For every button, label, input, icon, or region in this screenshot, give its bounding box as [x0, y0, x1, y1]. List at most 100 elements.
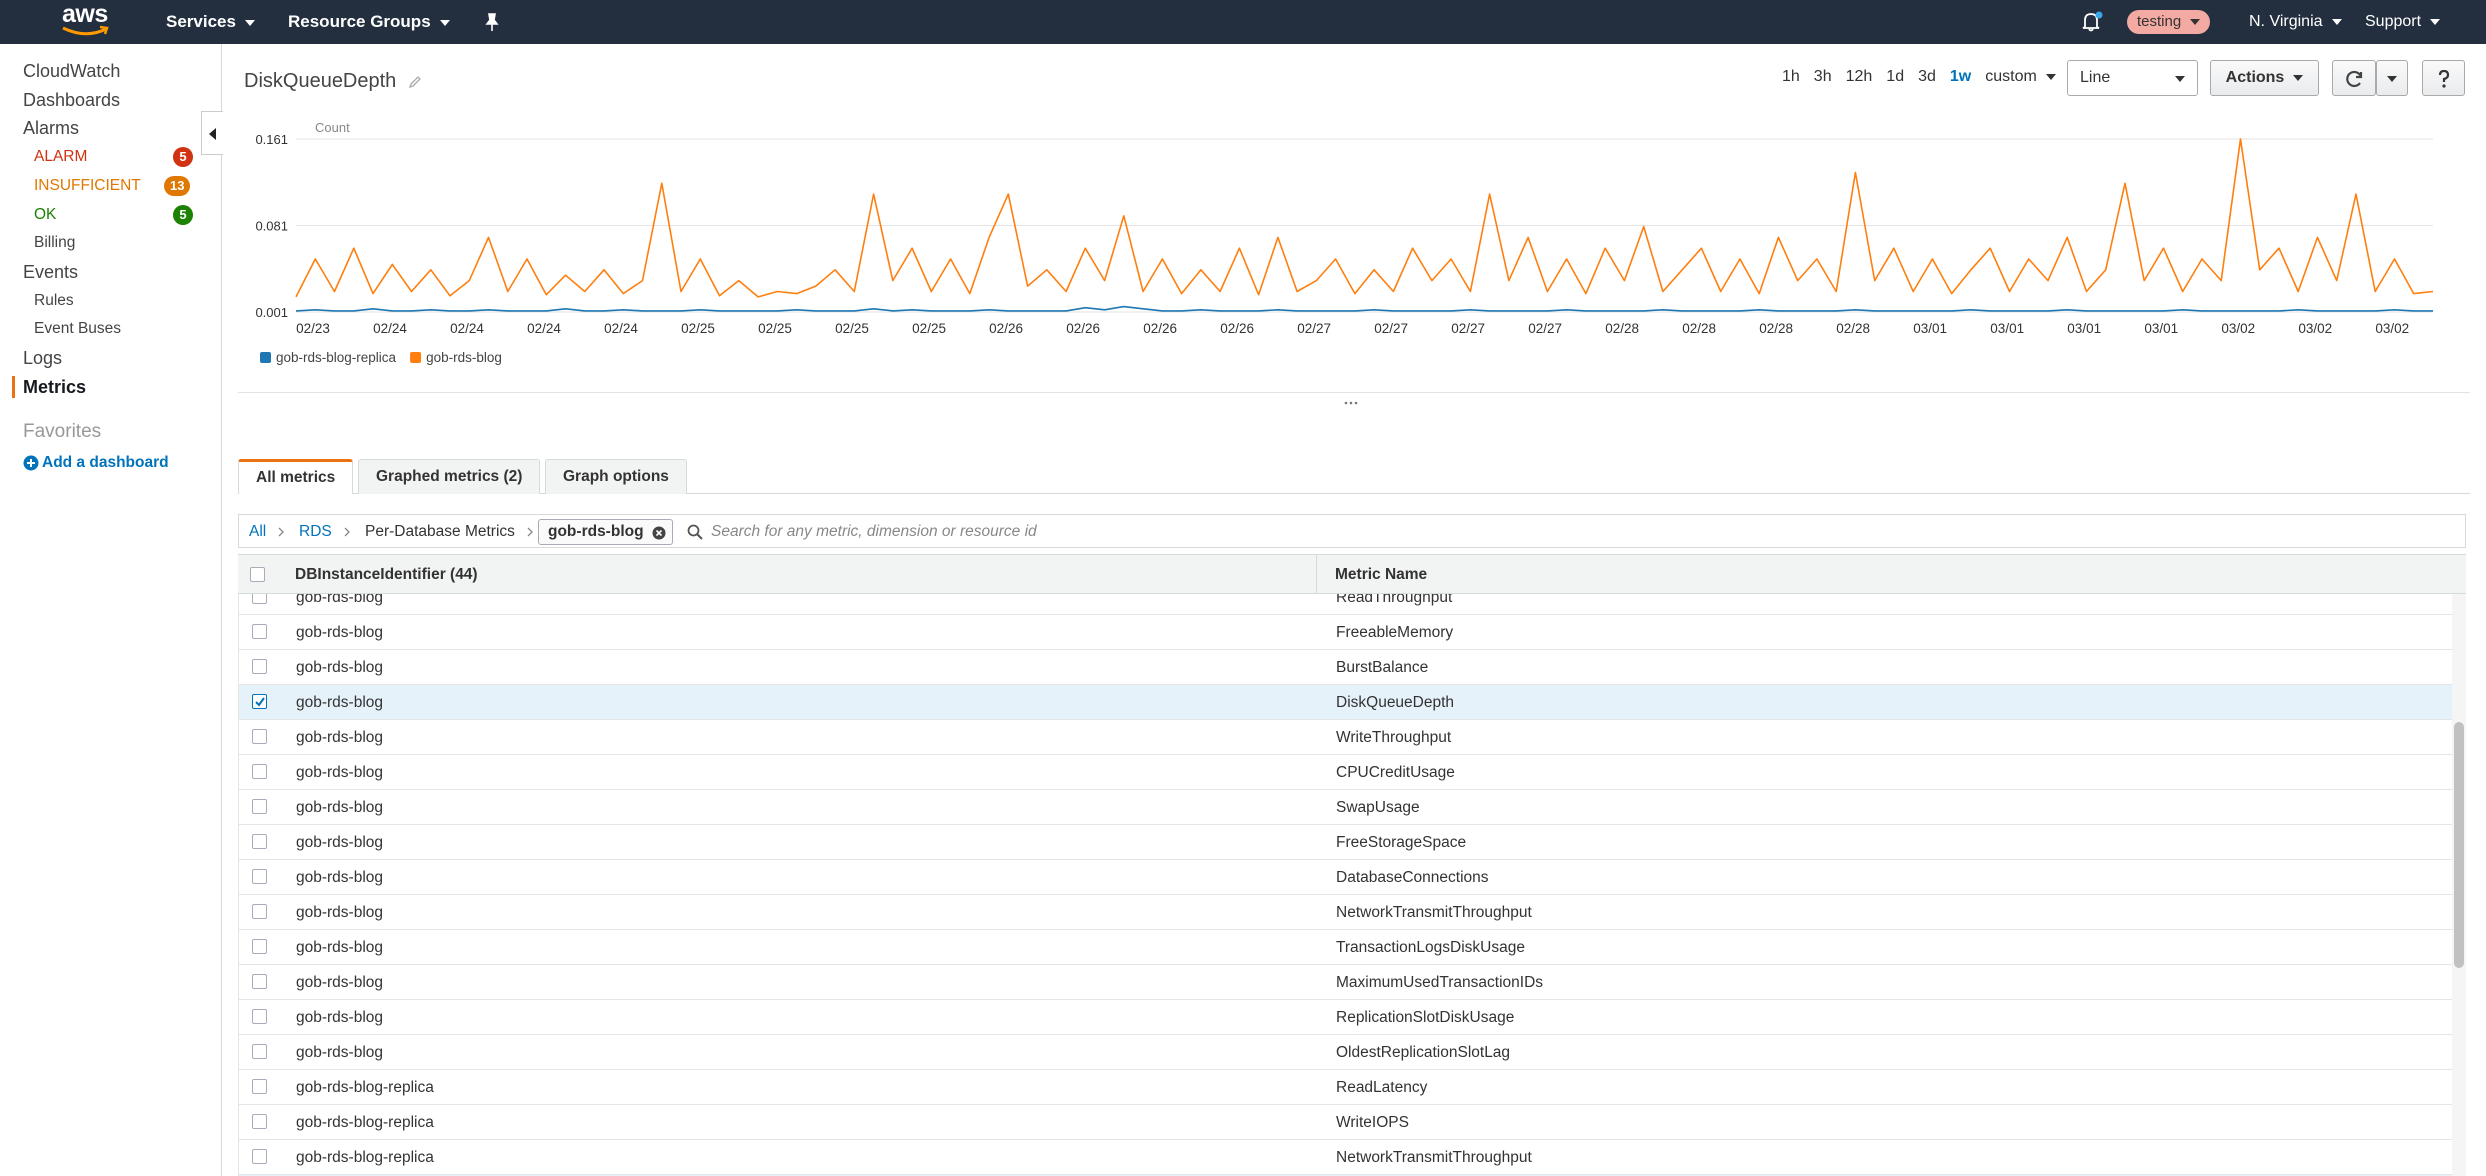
breadcrumb-item[interactable]: RDS	[299, 523, 332, 540]
row-checkbox[interactable]	[252, 869, 267, 884]
x-tick-label: 03/02	[2221, 321, 2255, 336]
row-checkbox[interactable]	[252, 729, 267, 744]
row-checkbox[interactable]	[252, 624, 267, 639]
nav-sublink[interactable]: Event Buses	[34, 320, 122, 338]
breadcrumb-item[interactable]: All	[249, 523, 267, 540]
table-row[interactable]: gob-rds-blog OldestReplicationSlotLag	[239, 1035, 2452, 1070]
row-checkbox[interactable]	[252, 1149, 267, 1164]
nav-sublink[interactable]: OK	[34, 205, 57, 223]
time-range-option[interactable]: 1w	[1949, 68, 1972, 85]
actions-button[interactable]: Actions	[2210, 60, 2319, 96]
time-range-option[interactable]: 3d	[1918, 68, 1936, 85]
select-caret	[2175, 76, 2185, 82]
table-row[interactable]: gob-rds-blog CPUCreditUsage	[239, 755, 2452, 790]
nav-link[interactable]: Metrics	[23, 376, 87, 397]
notification-dot	[2095, 11, 2103, 19]
table-row[interactable]: gob-rds-blog DiskQueueDepth	[239, 685, 2452, 720]
caret-icon	[2190, 19, 2201, 26]
table-row[interactable]: gob-rds-blog MaximumUsedTransactionIDs	[239, 965, 2452, 1000]
table-row[interactable]: gob-rds-blog TransactionLogsDiskUsage	[239, 930, 2452, 965]
refresh-button[interactable]	[2332, 60, 2376, 96]
view-select[interactable]: Line	[2067, 60, 2198, 96]
services-menu[interactable]: Services	[166, 12, 255, 32]
metric-cell: NetworkTransmitThroughput	[1336, 1149, 1532, 1166]
table-row[interactable]: gob-rds-blog FreeStorageSpace	[239, 825, 2452, 860]
select-all-checkbox[interactable]	[250, 567, 265, 582]
column-divider	[1316, 555, 1317, 593]
x-tick-label: 02/26	[1220, 321, 1254, 336]
x-tick-label: 02/26	[1143, 321, 1177, 336]
time-range-option[interactable]: 3h	[1813, 68, 1832, 85]
row-checkbox[interactable]	[252, 1079, 267, 1094]
time-range-option[interactable]: 1h	[1782, 68, 1800, 85]
handle-dot	[1349, 401, 1353, 405]
instance-cell: gob-rds-blog	[296, 624, 384, 641]
search-input[interactable]: Search for any metric, dimension or reso…	[711, 523, 1037, 540]
scrollbar-thumb[interactable]	[2454, 722, 2464, 968]
add-dashboard-link[interactable]: Add a dashboard	[42, 454, 169, 472]
user-menu[interactable]: testing	[2127, 10, 2211, 34]
row-checkbox[interactable]	[252, 1009, 267, 1024]
row-checkbox[interactable]	[252, 764, 267, 779]
metric-cell: BurstBalance	[1336, 659, 1429, 676]
graph-title[interactable]: DiskQueueDepth	[244, 70, 397, 92]
table-row[interactable]: gob-rds-blog-replica WriteIOPS	[239, 1105, 2452, 1140]
row-checkbox[interactable]	[252, 939, 267, 954]
x-tick-label: 02/24	[450, 321, 484, 336]
row-checkbox[interactable]	[252, 659, 267, 674]
nav-link[interactable]: Logs	[23, 348, 63, 368]
nav-link[interactable]: Events	[23, 261, 79, 282]
table-row[interactable]: gob-rds-blog-replica NetworkTransmitThrou…	[239, 1140, 2452, 1175]
row-checkbox[interactable]	[252, 694, 267, 709]
y-tick-label: 0.081	[255, 219, 288, 234]
table-row[interactable]: gob-rds-blog-replica ReadLatency	[239, 1070, 2452, 1105]
row-checkbox[interactable]	[252, 799, 267, 814]
column-header[interactable]: Metric Name	[1335, 566, 1428, 583]
time-range-option[interactable]: 12h	[1845, 68, 1873, 85]
row-checkbox[interactable]	[252, 594, 267, 604]
nav-sublink[interactable]: ALARM	[34, 148, 88, 166]
column-header[interactable]: DBInstanceIdentifier (44)	[295, 566, 478, 583]
question-dot	[2442, 84, 2446, 88]
nav-link[interactable]: Alarms	[23, 118, 80, 139]
row-checkbox[interactable]	[252, 904, 267, 919]
x-tick-label: 02/25	[912, 321, 946, 336]
tab[interactable]: Graphed metrics (2)	[358, 459, 541, 494]
table-row[interactable]: gob-rds-blog ReplicationSlotDiskUsage	[239, 1000, 2452, 1035]
nav-sublink[interactable]: INSUFFICIENT	[34, 176, 141, 194]
nav-sublink[interactable]: Rules	[34, 291, 74, 309]
help-button[interactable]	[2422, 60, 2465, 96]
table-row[interactable]: gob-rds-blog NetworkTransmitThroughput	[239, 895, 2452, 930]
table-row[interactable]: gob-rds-blog DatabaseConnections	[239, 860, 2452, 895]
table-row[interactable]: gob-rds-blog WriteThroughput	[239, 720, 2452, 755]
instance-cell: gob-rds-blog-replica	[296, 1114, 434, 1131]
x-tick-label: 03/01	[2067, 321, 2101, 336]
x-tick-label: 02/24	[604, 321, 638, 336]
support-menu[interactable]: Support	[2365, 13, 2441, 31]
x-tick-label: 03/01	[1990, 321, 2024, 336]
refresh-menu-button[interactable]	[2376, 60, 2408, 96]
region-menu[interactable]: N. Virginia	[2249, 13, 2342, 31]
time-range-option[interactable]: custom	[1985, 68, 2056, 86]
tab[interactable]: Graph options	[545, 459, 687, 494]
row-checkbox[interactable]	[252, 974, 267, 989]
row-checkbox[interactable]	[252, 834, 267, 849]
table-row[interactable]: gob-rds-blog FreeableMemory	[239, 615, 2452, 650]
row-checkbox[interactable]	[252, 1044, 267, 1059]
aws-logo[interactable]: aws	[62, 0, 108, 28]
metric-cell: CPUCreditUsage	[1336, 764, 1455, 781]
table-row[interactable]: gob-rds-blog BurstBalance	[239, 650, 2452, 685]
nav-link[interactable]: Dashboards	[23, 89, 121, 110]
caret-icon	[244, 19, 255, 26]
nav-link[interactable]: CloudWatch	[23, 61, 121, 81]
instance-cell: gob-rds-blog	[296, 594, 384, 606]
table-row[interactable]: gob-rds-blog SwapUsage	[239, 790, 2452, 825]
resource-groups-menu[interactable]: Resource Groups	[288, 12, 450, 32]
filter-chip[interactable]: gob-rds-blog	[538, 519, 673, 545]
time-range-option[interactable]: 1d	[1886, 68, 1905, 85]
row-checkbox[interactable]	[252, 1114, 267, 1129]
nav-sublink[interactable]: Billing	[34, 234, 76, 252]
tab[interactable]: All metrics	[238, 459, 354, 494]
table-row[interactable]: gob-rds-blog ReadThroughput	[239, 594, 2452, 615]
collapse-button[interactable]	[201, 111, 223, 155]
